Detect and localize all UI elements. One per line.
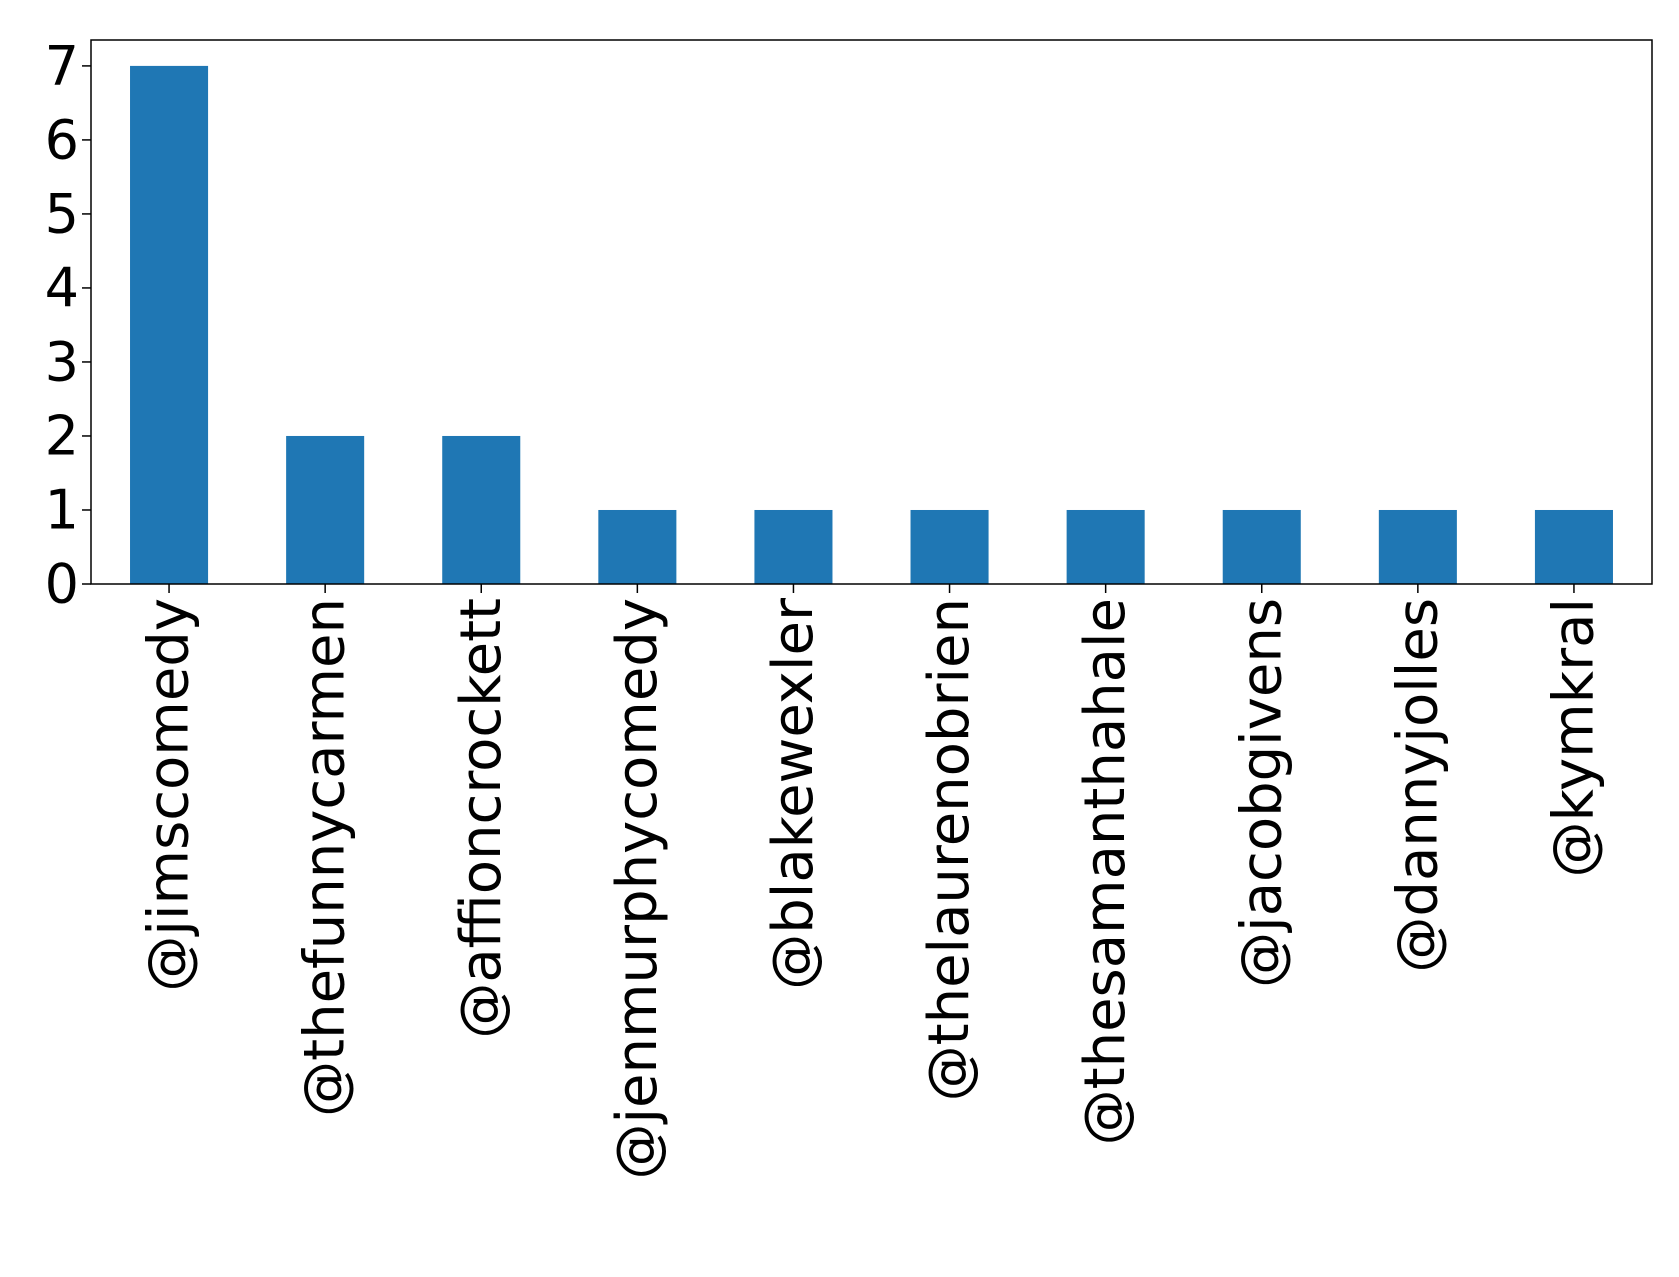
x-tick-label: @affioncrockett: [449, 598, 514, 1039]
x-axis: @jimscomedy @thefunnycarmen @affioncrocket…: [137, 584, 1606, 1180]
y-tick-label: 4: [45, 256, 79, 319]
bar: [286, 435, 365, 584]
plot-area-frame: [90, 39, 1653, 585]
y-axis: 0 1 2 3 4 5 6 7: [45, 34, 91, 616]
bar: [1222, 509, 1301, 584]
x-tick-label: @thefunnycarmen: [293, 598, 358, 1117]
x-tick-label: @blakewexler: [761, 597, 826, 990]
bar: [130, 65, 209, 584]
y-tick-label: 3: [45, 330, 79, 393]
bar: [1066, 509, 1145, 584]
y-tick-label: 7: [45, 34, 79, 97]
x-tick-label: @thesamanthahale: [1073, 598, 1138, 1145]
bar: [754, 509, 833, 584]
bars-group: [130, 65, 1613, 584]
y-tick-label: 2: [45, 404, 79, 467]
x-tick-label: @thelaurenobrien: [917, 598, 982, 1101]
x-tick-label: @dannyjolles: [1385, 598, 1450, 973]
bar: [910, 509, 989, 584]
y-tick-label: 0: [45, 553, 79, 616]
bar: [1378, 509, 1457, 584]
x-tick-label: @jimscomedy: [137, 598, 202, 992]
bar: [442, 435, 521, 584]
bar: [598, 509, 677, 584]
y-tick-label: 6: [45, 108, 79, 171]
y-tick-label: 5: [45, 182, 79, 245]
x-tick-label: @jacobgivens: [1229, 598, 1294, 988]
x-tick-label: @jenmurphycomedy: [605, 598, 670, 1180]
x-tick-label: @kymkral: [1541, 598, 1606, 877]
bar: [1534, 509, 1613, 584]
y-tick-label: 1: [45, 478, 79, 541]
